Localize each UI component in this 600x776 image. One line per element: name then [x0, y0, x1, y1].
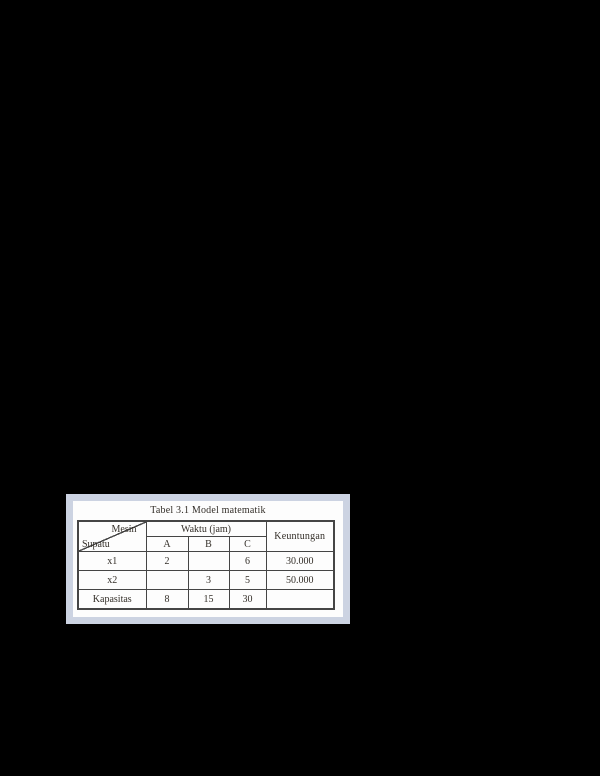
row-label: x1	[77, 551, 147, 571]
row-label: Kapasitas	[77, 589, 147, 610]
waktu-group-header: Waktu (jam)	[145, 520, 267, 537]
table-figure-panel: Tabel 3.1 Model matematik Mesin Supatu W…	[66, 494, 350, 624]
table-cell: 2	[145, 551, 189, 571]
model-matematik-table: Mesin Supatu Waktu (jam) Keuntungan A B …	[77, 520, 335, 610]
corner-label-mesin: Mesin	[111, 523, 137, 535]
machine-col-a: A	[145, 536, 189, 552]
machine-col-b: B	[187, 536, 230, 552]
profit-cell: 50.000	[265, 570, 335, 590]
table-cell	[187, 551, 230, 571]
table-cell: 8	[145, 589, 189, 610]
keuntungan-header: Keuntungan	[265, 520, 335, 552]
table-title: Tabel 3.1 Model matematik	[150, 505, 266, 516]
row-label: x2	[77, 570, 147, 590]
table-row-kapasitas: Kapasitas 8 15 30	[77, 589, 335, 610]
table-cell: 15	[187, 589, 230, 610]
table-cell: 30	[228, 589, 267, 610]
header-row-1: Mesin Supatu Waktu (jam) Keuntungan	[77, 520, 335, 552]
header-row-2: A B C	[78, 536, 334, 552]
profit-cell: 30.000	[265, 551, 335, 571]
table-row-x2: x2 3 5 50.000	[77, 570, 335, 590]
table-cell	[145, 570, 189, 590]
table-row-x1: x1 2 6 30.000	[77, 551, 335, 571]
table-cell: 6	[228, 551, 267, 571]
table-cell: 3	[187, 570, 230, 590]
corner-header-cell: Mesin Supatu	[77, 520, 147, 552]
profit-cell	[265, 589, 335, 610]
corner-label-supatu: Supatu	[82, 538, 110, 550]
table-cell: 5	[228, 570, 267, 590]
machine-col-c: C	[228, 536, 267, 552]
